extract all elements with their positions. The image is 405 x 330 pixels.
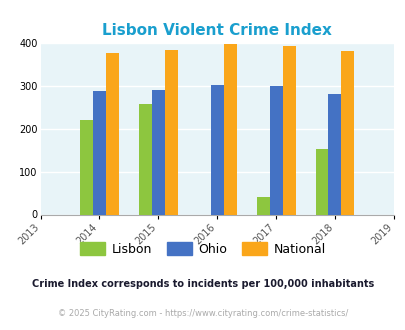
- Bar: [223, 44, 236, 214]
- Bar: [151, 90, 164, 214]
- Bar: [93, 91, 106, 214]
- Bar: [106, 53, 119, 214]
- Text: Crime Index corresponds to incidents per 100,000 inhabitants: Crime Index corresponds to incidents per…: [32, 279, 373, 289]
- Bar: [315, 149, 328, 214]
- Title: Lisbon Violent Crime Index: Lisbon Violent Crime Index: [102, 22, 331, 38]
- Bar: [328, 94, 341, 214]
- Bar: [139, 104, 151, 214]
- Legend: Lisbon, Ohio, National: Lisbon, Ohio, National: [75, 237, 330, 261]
- Bar: [210, 85, 223, 214]
- Bar: [269, 86, 282, 214]
- Bar: [282, 46, 295, 214]
- Bar: [80, 120, 93, 214]
- Bar: [256, 197, 269, 215]
- Bar: [341, 51, 354, 214]
- Text: © 2025 CityRating.com - https://www.cityrating.com/crime-statistics/: © 2025 CityRating.com - https://www.city…: [58, 309, 347, 318]
- Bar: [164, 50, 177, 214]
